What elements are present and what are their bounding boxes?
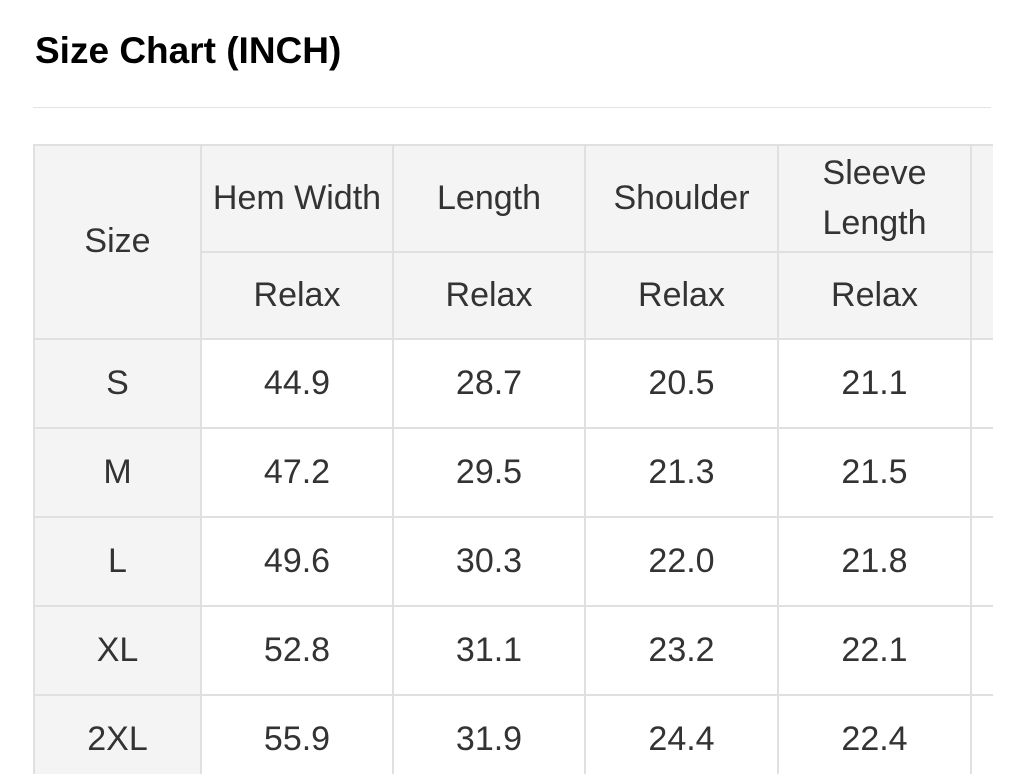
column-header-sleeve-length: Sleeve Length bbox=[777, 144, 972, 253]
size-label: 2XL bbox=[33, 694, 202, 774]
fit-cell-shoulder: Relax bbox=[584, 251, 779, 340]
length-value: 30.3 bbox=[392, 516, 586, 607]
fit-cell-length: Relax bbox=[392, 251, 586, 340]
shoulder-value: 20.5 bbox=[584, 338, 779, 429]
column-header-extra-clipped bbox=[970, 144, 993, 253]
hem-width-value: 49.6 bbox=[200, 516, 394, 607]
header-row-fit: Relax Relax Relax Relax bbox=[34, 251, 993, 340]
shoulder-value: 24.4 bbox=[584, 694, 779, 774]
fit-cell-extra-clipped bbox=[970, 251, 993, 340]
shoulder-value: 21.3 bbox=[584, 427, 779, 518]
sleeve-length-value: 21.5 bbox=[777, 427, 972, 518]
table-row-l: L 49.6 30.3 22.0 21.8 bbox=[33, 516, 993, 607]
size-chart-table-wrapper: Size Hem Width Length Shoulder Sleeve Le… bbox=[33, 144, 993, 774]
size-label: XL bbox=[33, 605, 202, 696]
page-content: Size Chart (INCH) Size Hem Width Length … bbox=[33, 30, 993, 774]
column-header-length: Length bbox=[392, 144, 586, 253]
size-chart-table: Size Hem Width Length Shoulder Sleeve Le… bbox=[33, 144, 993, 774]
length-value: 31.9 bbox=[392, 694, 586, 774]
hem-width-value: 55.9 bbox=[200, 694, 394, 774]
shoulder-value: 22.0 bbox=[584, 516, 779, 607]
divider bbox=[33, 107, 991, 108]
sleeve-length-value: 22.1 bbox=[777, 605, 972, 696]
extra-value-clipped bbox=[970, 338, 993, 429]
fit-cell-hem-width: Relax bbox=[200, 251, 394, 340]
table-row-2xl: 2XL 55.9 31.9 24.4 22.4 bbox=[33, 694, 993, 774]
column-header-hem-width: Hem Width bbox=[200, 144, 394, 253]
fit-cell-sleeve-length: Relax bbox=[777, 251, 972, 340]
sleeve-length-value: 22.4 bbox=[777, 694, 972, 774]
column-header-size: Size bbox=[33, 144, 202, 340]
page-title: Size Chart (INCH) bbox=[35, 30, 342, 71]
sleeve-length-value: 21.1 bbox=[777, 338, 972, 429]
shoulder-value: 23.2 bbox=[584, 605, 779, 696]
table-row-xl: XL 52.8 31.1 23.2 22.1 bbox=[33, 605, 993, 696]
extra-value-clipped bbox=[970, 605, 993, 696]
table-row-s: S 44.9 28.7 20.5 21.1 bbox=[33, 338, 993, 429]
length-value: 29.5 bbox=[392, 427, 586, 518]
hem-width-value: 44.9 bbox=[200, 338, 394, 429]
column-header-shoulder: Shoulder bbox=[584, 144, 779, 253]
sleeve-length-value: 21.8 bbox=[777, 516, 972, 607]
table-row-m: M 47.2 29.5 21.3 21.5 bbox=[33, 427, 993, 518]
size-label: M bbox=[33, 427, 202, 518]
extra-value-clipped bbox=[970, 516, 993, 607]
header-row-measurements: Size Hem Width Length Shoulder Sleeve Le… bbox=[33, 144, 993, 340]
hem-width-value: 47.2 bbox=[200, 427, 394, 518]
length-value: 28.7 bbox=[392, 338, 586, 429]
length-value: 31.1 bbox=[392, 605, 586, 696]
size-label: S bbox=[33, 338, 202, 429]
extra-value-clipped bbox=[970, 427, 993, 518]
extra-value-clipped bbox=[970, 694, 993, 774]
hem-width-value: 52.8 bbox=[200, 605, 394, 696]
size-label: L bbox=[33, 516, 202, 607]
